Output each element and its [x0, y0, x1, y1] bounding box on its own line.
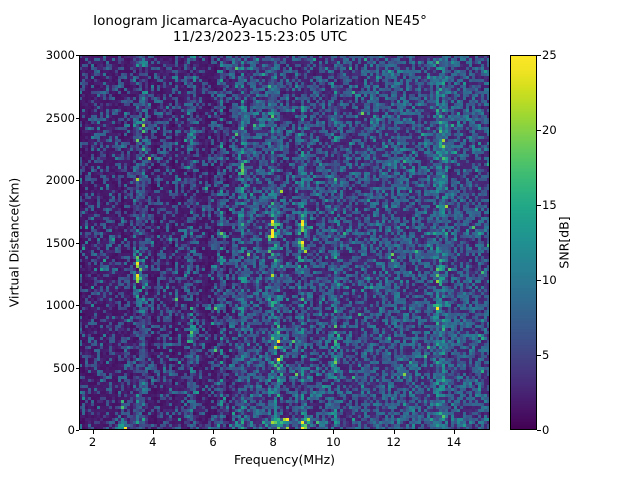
x-tick-label: 2 [88, 435, 97, 449]
ionogram-heatmap [79, 55, 490, 430]
colorbar-tick-mark [537, 355, 541, 356]
chart-title: Ionogram Jicamarca-Ayacucho Polarization… [93, 13, 427, 45]
colorbar-tick-label: 0 [542, 423, 550, 437]
plot-area: 0 500 1000 1500 2000 2500 3000 2 4 6 8 10 12 14 [46, 48, 490, 449]
x-tick-mark [333, 430, 335, 434]
colorbar-tick-mark [537, 280, 541, 281]
colorbar-tick-label: 5 [542, 348, 550, 362]
x-axis-label: Frequency(MHz) [233, 452, 336, 467]
y-tick-label: 1000 [45, 298, 75, 312]
x-tick-mark [92, 430, 94, 434]
x-tick-label: 6 [209, 435, 217, 449]
x-tick-label: 14 [446, 435, 462, 449]
y-tick-mark [75, 180, 79, 181]
y-tick-mark [75, 430, 79, 431]
colorbar-gradient [510, 55, 537, 430]
x-tick-label: 8 [269, 435, 277, 449]
colorbar-tick-label: 15 [542, 198, 557, 212]
colorbar-tick-mark [537, 205, 541, 206]
colorbar-tick-mark [537, 130, 541, 131]
y-tick-label: 2500 [45, 110, 75, 125]
colorbar-tick-label: 10 [542, 273, 557, 287]
y-tick-mark [75, 55, 79, 56]
y-tick-label: 0 [67, 423, 75, 437]
x-tick-mark [393, 430, 395, 434]
colorbar-tick-label: 25 [542, 48, 557, 62]
x-tick-label: 12 [386, 435, 401, 449]
colorbar-tick-mark [537, 55, 541, 56]
x-tick-label: 4 [149, 435, 157, 449]
x-tick-label: 10 [326, 435, 341, 449]
colorbar-tick-mark [537, 430, 541, 431]
y-tick-label: 3000 [45, 48, 75, 62]
colorbar: 0 5 10 15 20 25 [510, 48, 557, 437]
axis-spine-right [489, 55, 490, 430]
colorbar-border [510, 55, 537, 430]
y-axis-label-text: Virtual Distance(Km) [6, 177, 22, 308]
y-tick-mark [75, 117, 79, 119]
y-tick-mark [75, 367, 79, 369]
axis-spine-bottom [79, 429, 490, 430]
y-tick-mark [75, 305, 79, 306]
y-tick-label: 1500 [45, 235, 75, 250]
y-axis-label: Virtual Distance(Km) [6, 55, 22, 430]
colorbar-label-text: SNR[dB] [556, 216, 572, 269]
y-tick-label: 2000 [45, 173, 75, 187]
colorbar-tick-label: 20 [542, 123, 557, 137]
x-tick-mark [152, 430, 154, 434]
y-tick-label: 500 [53, 360, 75, 375]
y-tick-mark [75, 242, 79, 244]
axis-spine-top [79, 55, 490, 56]
axis-spine-left [79, 55, 80, 430]
x-tick-mark [212, 430, 214, 434]
x-tick-mark [273, 430, 275, 434]
x-tick-mark [453, 430, 455, 434]
colorbar-label: SNR[dB] [556, 55, 572, 430]
